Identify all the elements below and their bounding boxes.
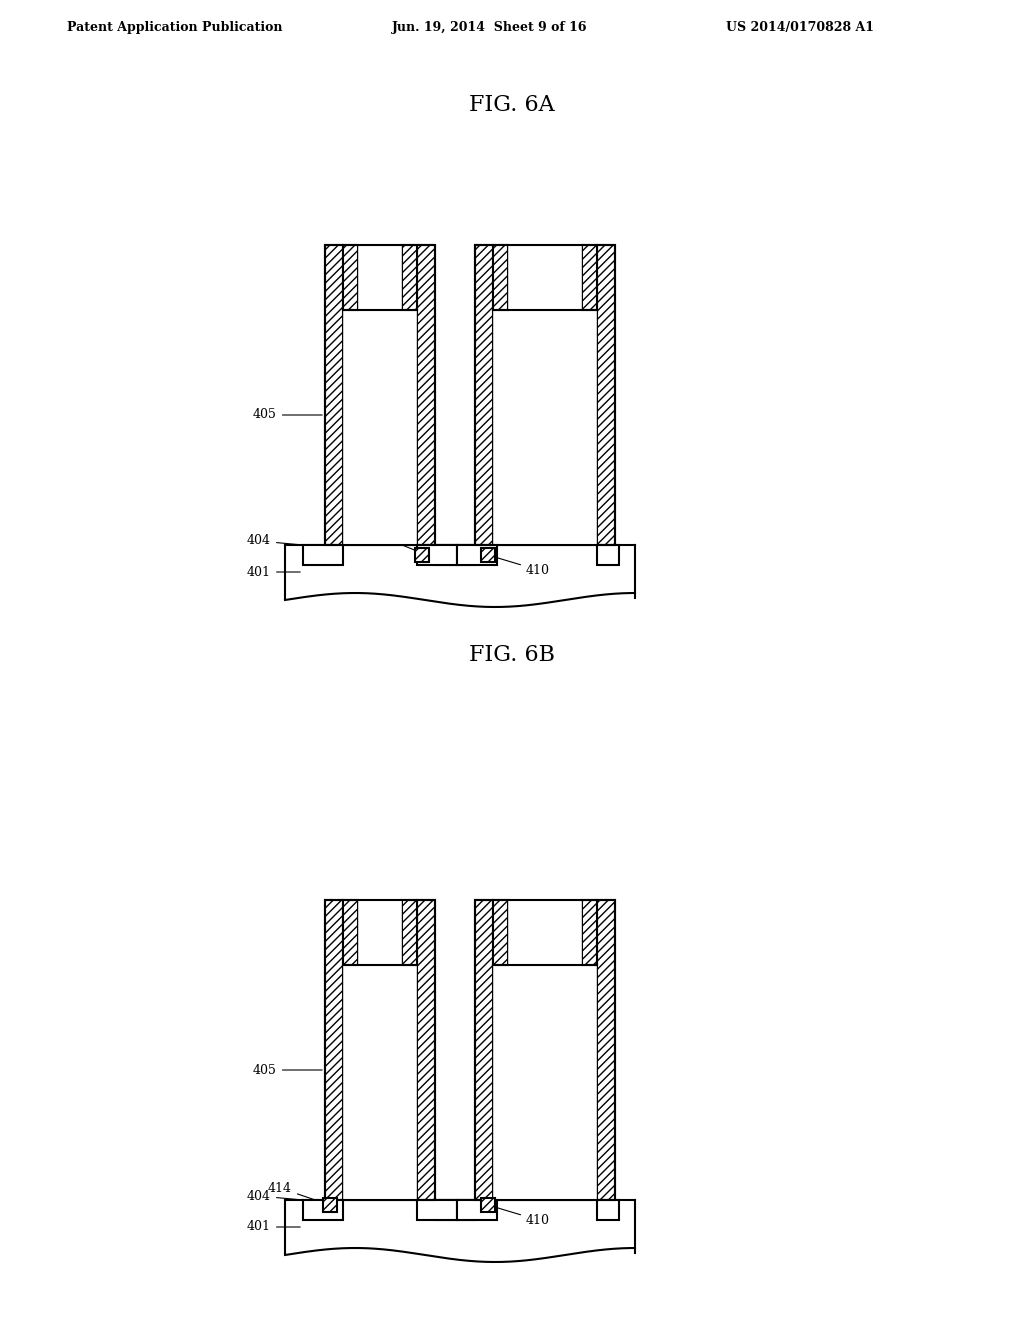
Bar: [415, 548, 429, 562]
Bar: [417, 900, 435, 1200]
Bar: [481, 548, 495, 562]
Bar: [597, 1200, 618, 1220]
Bar: [325, 900, 343, 1200]
Text: 401: 401: [247, 1221, 300, 1233]
Bar: [325, 246, 343, 545]
Bar: [475, 246, 615, 545]
Bar: [508, 246, 582, 310]
Bar: [597, 900, 615, 1200]
Bar: [325, 900, 435, 1200]
Bar: [475, 246, 615, 545]
Bar: [417, 246, 435, 545]
Bar: [401, 900, 417, 965]
Bar: [343, 246, 358, 310]
Bar: [325, 246, 435, 545]
Bar: [417, 900, 435, 1200]
Bar: [493, 246, 597, 545]
Text: 410: 410: [490, 556, 550, 577]
Bar: [303, 1200, 343, 1220]
Bar: [358, 246, 401, 310]
Text: 401: 401: [247, 565, 300, 578]
Text: 410: 410: [490, 1205, 550, 1226]
Bar: [597, 246, 615, 545]
Bar: [597, 545, 618, 565]
Polygon shape: [285, 545, 635, 607]
Text: FIG. 6A: FIG. 6A: [469, 94, 555, 116]
Text: FIG. 6B: FIG. 6B: [469, 644, 555, 667]
Bar: [582, 900, 597, 965]
Bar: [481, 548, 495, 562]
Bar: [323, 1199, 337, 1212]
Bar: [343, 900, 358, 965]
Bar: [475, 246, 493, 545]
Bar: [481, 1199, 495, 1212]
Bar: [457, 545, 497, 565]
Bar: [508, 900, 582, 965]
Text: 403: 403: [368, 1076, 392, 1089]
Bar: [401, 246, 417, 310]
Text: 405: 405: [253, 408, 323, 421]
Bar: [401, 246, 417, 310]
Bar: [475, 900, 493, 1200]
Bar: [582, 246, 597, 310]
Text: US 2014/0170828 A1: US 2014/0170828 A1: [726, 21, 874, 34]
Bar: [323, 1199, 337, 1212]
Bar: [493, 246, 508, 310]
Bar: [582, 246, 597, 310]
Bar: [417, 1200, 457, 1220]
Text: 402: 402: [368, 271, 392, 284]
Bar: [493, 900, 508, 965]
Bar: [415, 548, 429, 562]
Bar: [325, 246, 343, 545]
Text: Patent Application Publication: Patent Application Publication: [68, 21, 283, 34]
Text: 405: 405: [253, 1064, 323, 1077]
Bar: [325, 900, 435, 1200]
Bar: [475, 900, 615, 1200]
Bar: [597, 900, 615, 1200]
Bar: [493, 246, 508, 310]
Bar: [417, 545, 457, 565]
Bar: [435, 1200, 475, 1220]
Bar: [493, 900, 508, 965]
Bar: [325, 246, 435, 545]
Bar: [435, 545, 475, 565]
Text: 404: 404: [247, 535, 300, 548]
Bar: [493, 900, 597, 1200]
Bar: [343, 900, 358, 965]
Bar: [475, 900, 615, 1200]
Text: 404: 404: [247, 1189, 300, 1203]
Polygon shape: [285, 1200, 635, 1262]
Bar: [457, 1200, 497, 1220]
Bar: [343, 246, 417, 545]
Bar: [475, 900, 493, 1200]
Bar: [401, 900, 417, 965]
Bar: [358, 900, 401, 965]
Text: 402: 402: [368, 927, 392, 939]
Text: Jun. 19, 2014  Sheet 9 of 16: Jun. 19, 2014 Sheet 9 of 16: [392, 21, 588, 34]
Text: 414: 414: [268, 1181, 328, 1204]
Text: 414: 414: [360, 527, 420, 552]
Bar: [325, 900, 343, 1200]
Bar: [343, 246, 358, 310]
Bar: [475, 246, 493, 545]
Bar: [417, 246, 435, 545]
Text: 403: 403: [368, 421, 392, 434]
Bar: [343, 900, 417, 1200]
Bar: [303, 545, 343, 565]
Bar: [481, 1199, 495, 1212]
Bar: [582, 900, 597, 965]
Bar: [597, 246, 615, 545]
